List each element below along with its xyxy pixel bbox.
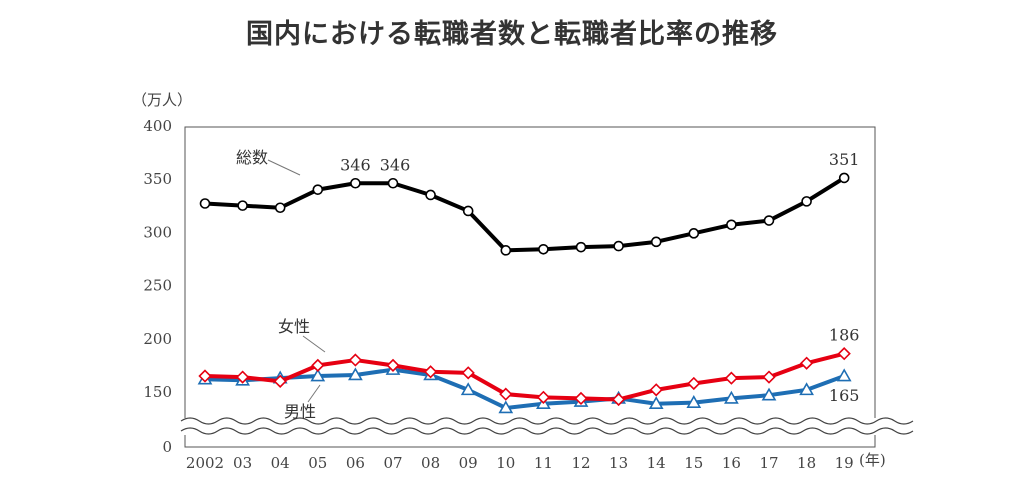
data-value-label: 165 — [829, 386, 860, 405]
data-point-marker — [536, 390, 551, 404]
data-value-label: 346 — [340, 155, 371, 174]
data-point-marker — [235, 370, 250, 384]
data-point-marker — [273, 374, 287, 388]
data-point-marker — [500, 245, 512, 256]
data-point-marker — [650, 236, 662, 248]
x-tick-label: 15 — [684, 454, 703, 472]
chart-title: 国内における転職者数と転職者比率の推移 — [246, 19, 778, 50]
axis-break-band — [181, 418, 879, 435]
data-point-marker — [274, 202, 286, 214]
data-point-marker — [838, 172, 850, 184]
data-point-marker — [763, 215, 775, 226]
data-point-marker — [836, 368, 852, 382]
x-tick-label: 04 — [271, 454, 290, 472]
data-point-marker — [199, 198, 211, 209]
data-point-marker — [799, 356, 814, 370]
data-point-marker — [837, 347, 851, 361]
x-tick-label: 14 — [647, 454, 666, 472]
data-point-marker — [649, 383, 663, 397]
series-name-leader-line — [302, 335, 326, 353]
data-point-marker — [724, 371, 739, 385]
data-value-label: 186 — [829, 326, 860, 345]
data-point-marker — [350, 177, 361, 189]
data-point-marker — [574, 391, 588, 406]
data-point-marker — [538, 243, 549, 255]
data-point-marker — [761, 387, 777, 401]
x-tick-label: 09 — [459, 454, 478, 472]
x-tick-label: 18 — [797, 454, 816, 472]
data-point-marker — [387, 177, 399, 189]
x-tick-label: 17 — [759, 454, 778, 472]
data-point-marker — [648, 396, 664, 410]
x-tick-label: 08 — [421, 454, 440, 472]
data-point-marker — [499, 387, 513, 401]
data-point-marker — [423, 365, 438, 379]
data-point-marker — [498, 400, 514, 414]
data-point-marker — [198, 369, 212, 383]
x-tick-label: 2002 — [186, 454, 224, 472]
axis-break-wave-lower — [180, 427, 914, 435]
data-point-marker — [348, 353, 363, 367]
y-tick-label: 250 — [143, 277, 172, 295]
data-point-marker — [310, 368, 326, 382]
y-tick-label: 0 — [162, 438, 172, 456]
data-point-marker — [686, 395, 702, 408]
x-tick-label: 10 — [496, 454, 515, 472]
data-point-marker — [687, 376, 701, 391]
series-name-leader-line — [267, 159, 301, 176]
data-value-label: 351 — [829, 150, 860, 169]
data-point-marker — [762, 370, 776, 384]
data-point-marker — [237, 200, 248, 211]
y-axis-unit-label: （万人） — [132, 91, 192, 109]
plot-frame — [184, 126, 876, 448]
data-point-marker — [801, 196, 812, 207]
x-tick-label: 13 — [609, 454, 628, 472]
x-axis-unit-label: (年) — [859, 451, 886, 469]
data-point-marker — [348, 367, 363, 381]
series-line-2 — [204, 367, 845, 410]
x-tick-label: 12 — [571, 454, 590, 472]
y-tick-label: 150 — [143, 383, 172, 401]
data-point-marker — [386, 358, 400, 373]
series-name-label: 女性 — [278, 317, 310, 336]
y-tick-label: 200 — [143, 330, 172, 348]
axis-break-wave-upper — [180, 417, 914, 425]
data-point-marker — [462, 205, 474, 217]
y-tick-label: 300 — [143, 223, 172, 241]
data-point-marker — [726, 219, 737, 231]
x-tick-label: 16 — [722, 454, 741, 472]
data-point-marker — [688, 228, 700, 239]
data-point-marker — [799, 382, 814, 396]
x-tick-label: 03 — [233, 454, 252, 472]
x-tick-label: 11 — [534, 454, 553, 472]
data-point-marker — [312, 184, 324, 195]
x-tick-label: 06 — [346, 454, 365, 472]
data-point-marker — [460, 382, 476, 396]
data-value-label: 346 — [380, 155, 411, 174]
y-tick-label: 400 — [143, 117, 172, 135]
series-name-leader-line — [307, 384, 321, 403]
data-point-marker — [461, 366, 475, 380]
x-tick-label: 07 — [383, 454, 402, 472]
series-name-label: 総数 — [236, 148, 268, 167]
data-point-marker — [311, 358, 325, 373]
y-tick-label: 350 — [143, 170, 172, 188]
x-tick-label: 05 — [308, 454, 327, 472]
series-line-0 — [204, 176, 846, 253]
x-tick-label: 19 — [835, 454, 854, 472]
series-name-label: 男性 — [284, 402, 316, 421]
data-point-marker — [611, 392, 626, 407]
data-point-marker — [575, 241, 587, 253]
data-point-marker — [724, 390, 739, 404]
data-point-marker — [613, 240, 624, 252]
data-point-marker — [425, 189, 436, 201]
